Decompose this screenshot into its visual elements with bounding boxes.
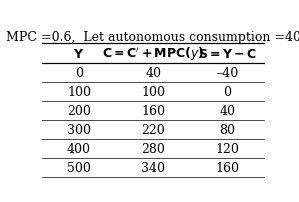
Text: –40: –40 [216,67,239,80]
Text: 100: 100 [141,86,165,99]
Text: 0: 0 [75,67,83,80]
Text: 100: 100 [67,86,91,99]
Text: $\mathbf{C = C' + MPC(}$$\mathit{y}$$\mathbf{)}$: $\mathbf{C = C' + MPC(}$$\mathit{y}$$\ma… [102,45,205,62]
Text: 400: 400 [67,142,91,155]
Text: 160: 160 [141,104,165,117]
Text: 340: 340 [141,161,165,174]
Text: MPC =0.6,  Let autonomous consumption =40: MPC =0.6, Let autonomous consumption =40 [6,31,299,43]
Text: 80: 80 [219,123,235,136]
Text: 200: 200 [67,104,91,117]
Text: 40: 40 [219,104,235,117]
Text: 500: 500 [67,161,91,174]
Text: 160: 160 [215,161,239,174]
Text: 120: 120 [216,142,239,155]
Text: 280: 280 [141,142,165,155]
Text: 300: 300 [67,123,91,136]
Text: 220: 220 [141,123,165,136]
Text: 40: 40 [145,67,161,80]
Text: 0: 0 [223,86,231,99]
Text: $\mathbf{S = Y-C}$: $\mathbf{S = Y-C}$ [198,47,257,60]
Text: $\mathbf{Y}$: $\mathbf{Y}$ [74,47,85,60]
